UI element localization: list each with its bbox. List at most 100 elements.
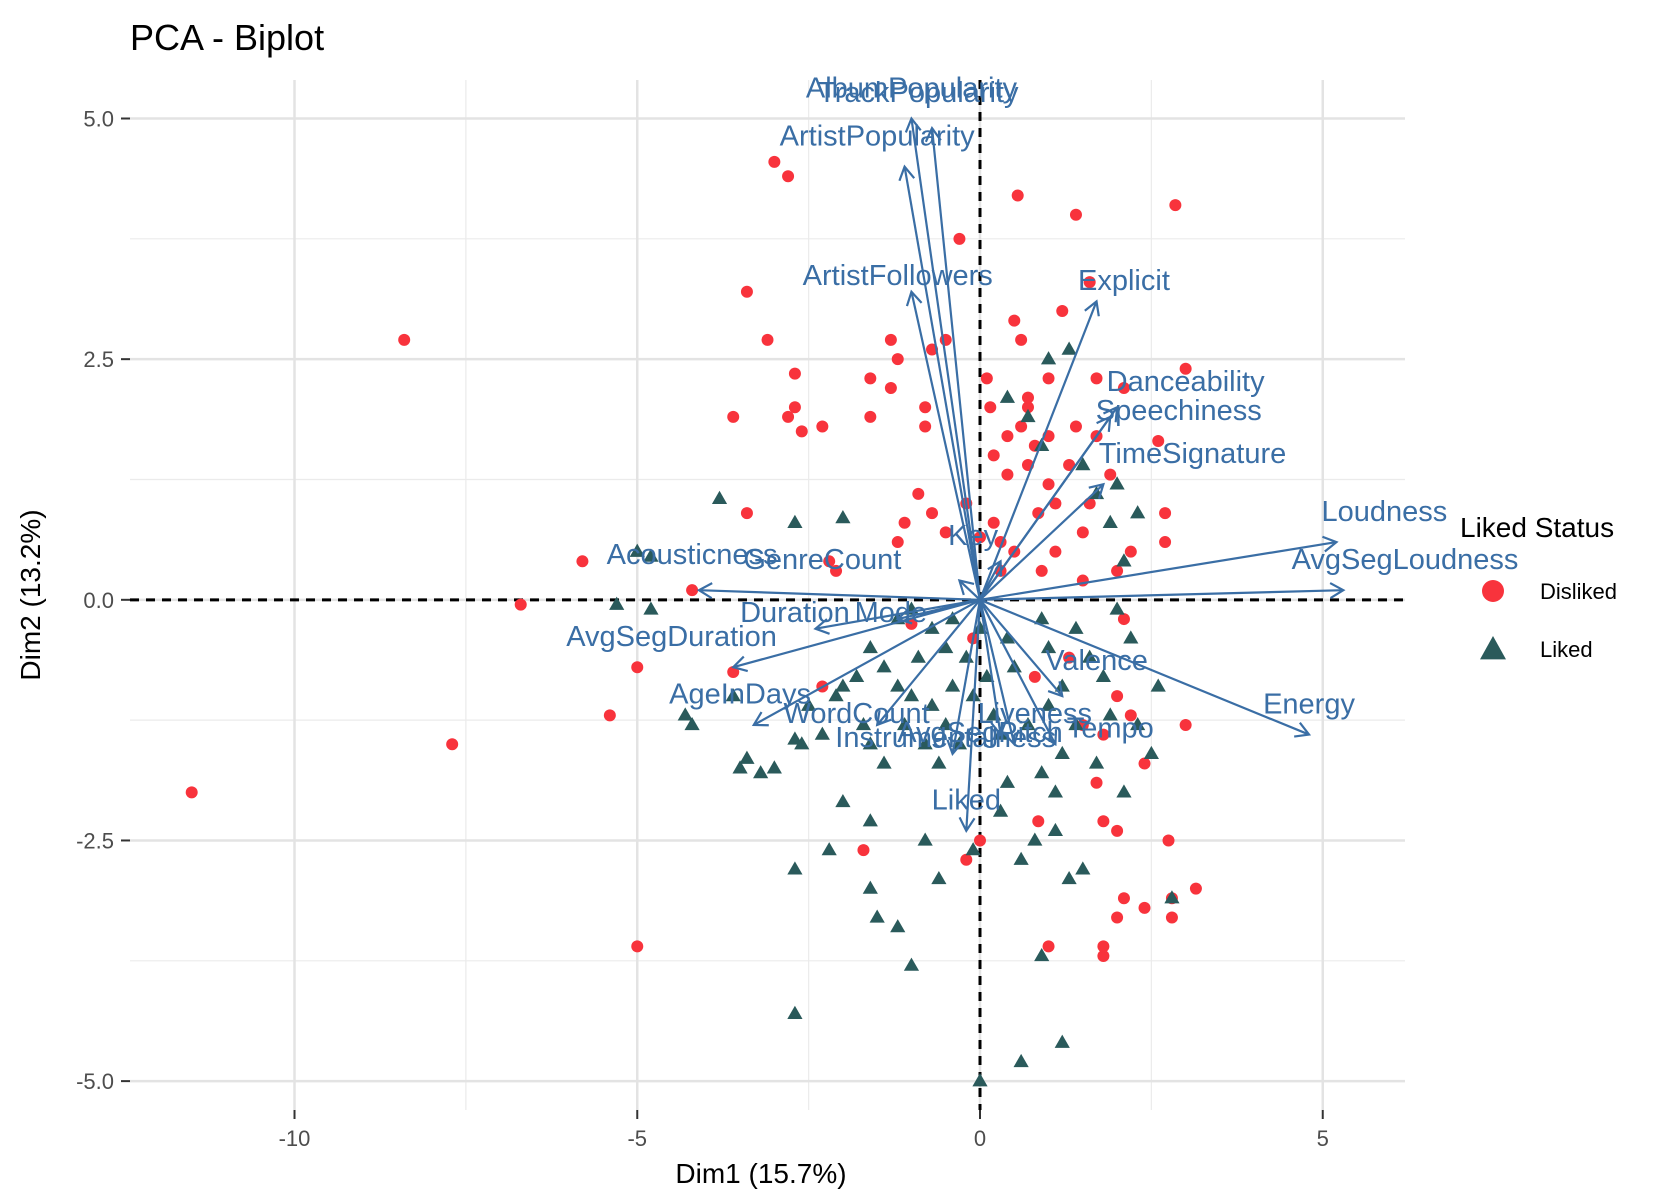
- x-axis: -10 -5 0 5: [279, 1110, 1329, 1151]
- liked-point: [766, 760, 782, 774]
- legend-item-liked: Liked: [1480, 636, 1593, 662]
- liked-point: [992, 803, 1009, 817]
- liked-point: [739, 750, 755, 764]
- disliked-point: [1035, 564, 1048, 577]
- liked-point: [999, 389, 1016, 403]
- liked-point: [828, 688, 844, 702]
- arrow-liked: [965, 599, 982, 831]
- disliked-point: [1076, 526, 1089, 539]
- disliked-point: [1028, 670, 1041, 683]
- liked-point: [938, 716, 954, 731]
- disliked-point: [1090, 776, 1103, 789]
- disliked-point: [1032, 815, 1045, 828]
- disliked-point: [1111, 564, 1124, 577]
- arrow-avgsegduration: [732, 598, 981, 669]
- liked-point: [835, 509, 851, 524]
- liked-point: [1013, 851, 1029, 865]
- disliked-point: [603, 709, 616, 722]
- liked-point: [711, 490, 728, 504]
- liked-point: [677, 707, 693, 721]
- arrowhead-instrumentalness: [946, 739, 964, 756]
- liked-point: [609, 596, 625, 610]
- y-tick-label: 0.0: [83, 588, 114, 613]
- label-danceability: Danceability: [1107, 366, 1265, 398]
- arrow-instrumentalness: [951, 599, 982, 755]
- disliked-point: [1138, 901, 1151, 914]
- liked-point: [972, 1073, 988, 1087]
- arrow-avgsegpitch: [978, 599, 1016, 745]
- disliked-point: [398, 333, 411, 346]
- disliked-point: [1032, 507, 1045, 520]
- disliked-point: [1001, 468, 1014, 481]
- liked-point: [643, 548, 659, 562]
- disliked-point: [974, 531, 986, 544]
- liked-point: [1130, 716, 1146, 731]
- liked-point: [1116, 553, 1132, 567]
- liked-point: [1040, 351, 1057, 365]
- disliked-point: [1097, 949, 1110, 962]
- disliked-point: [1159, 507, 1172, 520]
- disliked-point: [830, 564, 843, 577]
- liked-point: [938, 639, 954, 654]
- disliked-point: [1015, 420, 1028, 433]
- liked-point: [1047, 822, 1064, 837]
- arrow-timesignature: [979, 483, 1105, 601]
- label-avgsegloudness: AvgSegLoudness: [1292, 544, 1519, 576]
- arrow-duration: [815, 598, 981, 630]
- disliked-point: [576, 555, 589, 568]
- chart-title: PCA - Biplot: [130, 17, 324, 58]
- liked-point: [1054, 678, 1070, 692]
- liked-point: [1130, 505, 1146, 519]
- liked-point: [814, 726, 830, 740]
- disliked-point: [1111, 911, 1124, 924]
- disliked-point: [1063, 651, 1076, 664]
- disliked-point: [1189, 882, 1202, 895]
- liked-point: [890, 919, 906, 933]
- liked-point: [787, 1005, 803, 1019]
- x-tick-label: -5: [627, 1126, 647, 1151]
- disliked-point: [782, 410, 795, 423]
- disliked-point: [788, 367, 801, 380]
- label-explicit: Explicit: [1078, 265, 1170, 297]
- liked-point: [1102, 514, 1118, 529]
- liked-point: [753, 765, 769, 779]
- liked-point: [917, 736, 933, 750]
- disliked-point: [686, 584, 699, 597]
- disliked-point: [884, 333, 897, 346]
- liked-point: [1068, 620, 1084, 634]
- disliked-point: [1042, 478, 1055, 491]
- arrowhead-genrecount: [957, 579, 975, 596]
- liked-point: [862, 813, 878, 827]
- label-key: Key: [948, 520, 998, 552]
- y-axis-title: Dim2 (13.2%): [15, 509, 46, 680]
- disliked-point: [1104, 468, 1117, 481]
- disliked-point: [1117, 613, 1130, 626]
- arrow-artistfollowers: [910, 291, 982, 601]
- label-wordcount: WordCount: [784, 698, 930, 730]
- disliked-point: [1097, 940, 1110, 953]
- label-mode: Mode: [855, 597, 928, 629]
- arrowhead-avgsegduration: [731, 655, 749, 673]
- label-avgsegpitch: AvgSegPitch: [897, 717, 1063, 749]
- arrowhead-trackpopularity: [924, 125, 942, 143]
- disliked-point: [1008, 314, 1021, 327]
- disliked-point: [864, 410, 877, 423]
- disliked-point: [1097, 728, 1110, 741]
- arrowhead-artistfollowers: [905, 289, 923, 307]
- liked-point: [1109, 476, 1125, 490]
- arrowhead-tempo: [1042, 729, 1058, 747]
- arrowhead-duration: [813, 618, 830, 635]
- disliked-point: [974, 834, 986, 847]
- disliked-point: [1056, 305, 1069, 318]
- liked-point: [1061, 341, 1077, 355]
- arrow-liveness: [978, 599, 1002, 735]
- arrowhead-liveness: [990, 720, 1008, 737]
- disliked-point: [960, 853, 973, 866]
- disliked-point: [1111, 690, 1124, 703]
- label-instrumentalness: Instrumentalness: [835, 722, 1056, 754]
- individuals-points: [185, 155, 1202, 1087]
- arrow-wordcount: [876, 599, 981, 726]
- liked-point: [931, 870, 947, 885]
- disliked-point: [1001, 430, 1014, 443]
